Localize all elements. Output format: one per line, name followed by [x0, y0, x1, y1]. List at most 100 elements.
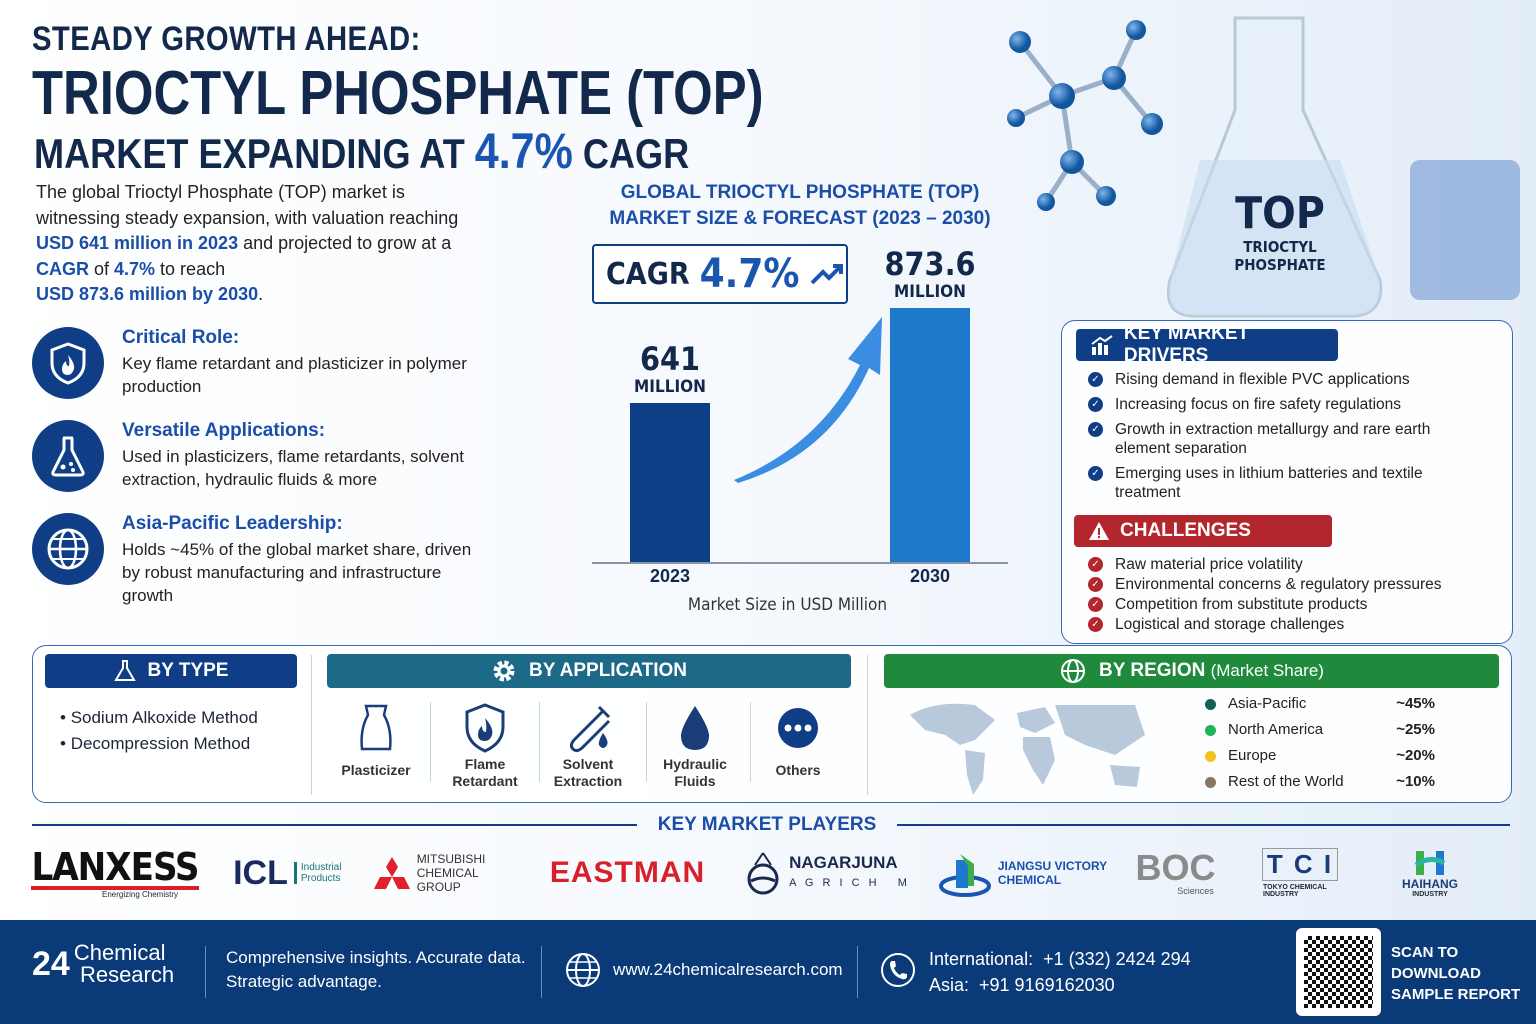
drivers-text: Growth in extraction metallurgy and rare…	[1115, 421, 1431, 457]
market-size-bar-chart: Market Size in USD Million 641 MILLION 202…	[590, 246, 1010, 620]
feature-text: Used in plasticizers, flame retardants, …	[122, 447, 465, 489]
type-list: • Sodium Alkoxide Method • Decompression…	[60, 705, 258, 757]
page-title: TRIOCTYL PHOSPHATE (TOP)	[32, 59, 764, 128]
logo-boc-sciences: BOC Sciences	[1135, 847, 1216, 897]
subtitle-text: CAGR	[572, 130, 690, 177]
legend-dot	[1205, 725, 1216, 736]
gear-icon	[493, 660, 515, 682]
application-plasticizer: Plasticizer	[326, 700, 426, 779]
region-name: North America	[1228, 721, 1324, 738]
region-share: ~20%	[1396, 747, 1435, 764]
challenges-item: ✓ Competition from substitute products	[1088, 595, 1498, 614]
logo-mitsubishi: MITSUBISHI CHEMICAL GROUP	[372, 840, 522, 906]
drivers-text: Increasing focus on fire safety regulati…	[1115, 396, 1402, 413]
feature-text: Key flame retardant and plasticizer in p…	[122, 354, 467, 396]
scan-cta: SCAN TO DOWNLOAD SAMPLE REPORT	[1391, 944, 1521, 1003]
bar-chart-icon	[1091, 335, 1113, 355]
region-share: ~10%	[1396, 773, 1435, 790]
by-type-header: BY TYPE	[45, 654, 297, 688]
page-subtitle: MARKET EXPANDING AT 4.7% CAGR	[34, 122, 689, 180]
bar-2030	[890, 308, 970, 562]
shield-flame-icon	[435, 700, 535, 756]
legend-dot	[1205, 777, 1216, 788]
flask-small-label: TRIOCTYL	[1243, 238, 1317, 256]
qr-code[interactable]	[1296, 928, 1381, 1016]
contact-numbers: International: +1 (332) 2424 294 Asia: +9…	[929, 949, 1191, 995]
feature-title: Critical Role:	[122, 327, 240, 348]
region-name: Asia-Pacific	[1228, 695, 1307, 712]
by-region-title: BY REGION	[1099, 660, 1206, 681]
divider	[205, 946, 206, 998]
check-icon: ✓	[1088, 372, 1103, 387]
application-solvent-extraction: Solvent Extraction	[538, 700, 638, 790]
logo-lanxess: LANXESS Energizing Chemistry	[31, 844, 200, 899]
check-icon: ✓	[1088, 577, 1103, 592]
logo-jiangsu-victory: JIANGSU VICTORY CHEMICAL	[935, 840, 1110, 906]
check-icon: ✓	[1088, 597, 1103, 612]
challenges-header: CHALLENGES	[1074, 515, 1332, 547]
chart-baseline	[592, 562, 1008, 564]
region-name: Europe	[1228, 747, 1277, 764]
region-row: Europe ~20%	[1205, 747, 1435, 764]
globe-icon	[32, 513, 104, 585]
drivers-item: ✓ Growth in extraction metallurgy and rar…	[1088, 420, 1488, 458]
globe-icon	[1061, 659, 1086, 683]
bar-2023	[630, 402, 710, 562]
challenges-item: ✓ Environmental concerns & regulatory pre…	[1088, 575, 1498, 594]
cagr-badge: CAGR 4.7%	[592, 244, 848, 304]
feature-text: Holds ~45% of the global market share, d…	[122, 540, 472, 605]
check-icon: ✓	[1088, 617, 1103, 632]
divider	[539, 702, 540, 782]
region-row: Rest of the World ~10%	[1205, 773, 1435, 790]
challenges-text: Environmental concerns & regulatory pres…	[1115, 576, 1442, 593]
droplet-icon	[645, 700, 745, 756]
chart-title: GLOBAL TRIOCTYL PHOSPHATE (TOP) MARKET S…	[609, 182, 991, 229]
footer: 24 Chemical Research Comprehensive insigh…	[0, 920, 1536, 1024]
chart-x-label: Market Size in USD Million	[687, 595, 888, 615]
challenges-item: ✓ Logistical and storage challenges	[1088, 615, 1498, 634]
challenges-title: CHALLENGES	[1120, 520, 1251, 541]
feature-versatile-applications: Versatile Applications: Used in plasticiz…	[32, 420, 482, 492]
bag-icon	[326, 700, 426, 756]
flask-big-label: TOP	[1235, 188, 1325, 239]
check-icon: ✓	[1088, 422, 1103, 437]
flask-small-label: PHOSPHATE	[1234, 256, 1326, 274]
challenges-text: Competition from substitute products	[1115, 596, 1368, 613]
legend-dot	[1205, 751, 1216, 762]
players-title: KEY MARKET PLAYERS	[657, 814, 877, 835]
region-share: ~25%	[1396, 721, 1435, 738]
subtitle-cagr: 4.7%	[474, 123, 573, 179]
check-icon: ✓	[1088, 466, 1103, 481]
application-flame-retardant: Flame Retardant	[435, 700, 535, 790]
flask-icon	[113, 660, 136, 681]
check-icon: ✓	[1088, 557, 1103, 572]
divider	[867, 655, 868, 795]
phone-icon	[881, 953, 915, 987]
logo-nagarjuna: NAGARJUNA A G R I C H M	[745, 840, 910, 906]
flask-label: TOP TRIOCTYL PHOSPHATE	[1220, 188, 1340, 275]
application-hydraulic-fluids: Hydraulic Fluids	[645, 700, 745, 790]
shield-flame-icon	[32, 327, 104, 399]
divider	[32, 824, 637, 826]
cagr-label: CAGR	[606, 256, 690, 292]
challenges-text: Raw material price volatility	[1115, 556, 1303, 573]
more-icon	[748, 700, 848, 756]
header-kicker: STEADY GROWTH AHEAD:	[32, 20, 421, 58]
challenges-text: Logistical and storage challenges	[1115, 616, 1345, 633]
legend-dot	[1205, 699, 1216, 710]
drivers-item: ✓ Increasing focus on fire safety regulat…	[1088, 395, 1488, 414]
drivers-header: KEY MARKET DRIVERS	[1076, 323, 1338, 366]
globe-icon	[566, 953, 600, 987]
region-row: Asia-Pacific ~45%	[1205, 695, 1435, 712]
type-item: • Sodium Alkoxide Method	[60, 708, 258, 727]
feature-title: Asia-Pacific Leadership:	[122, 513, 343, 534]
feature-asia-pacific: Asia-Pacific Leadership: Holds ~45% of th…	[32, 513, 482, 607]
brand-logo: 24 Chemical Research	[32, 940, 175, 987]
logo-eastman: EASTMAN	[549, 856, 706, 889]
intro-paragraph: The global Trioctyl Phosphate (TOP) mark…	[36, 182, 459, 304]
by-application-header: BY APPLICATION	[327, 654, 851, 688]
type-item: • Decompression Method	[60, 734, 251, 753]
drivers-challenges-panel	[1061, 320, 1513, 644]
world-map	[910, 703, 1145, 795]
website-link[interactable]: www.24chemicalresearch.com	[613, 960, 843, 979]
